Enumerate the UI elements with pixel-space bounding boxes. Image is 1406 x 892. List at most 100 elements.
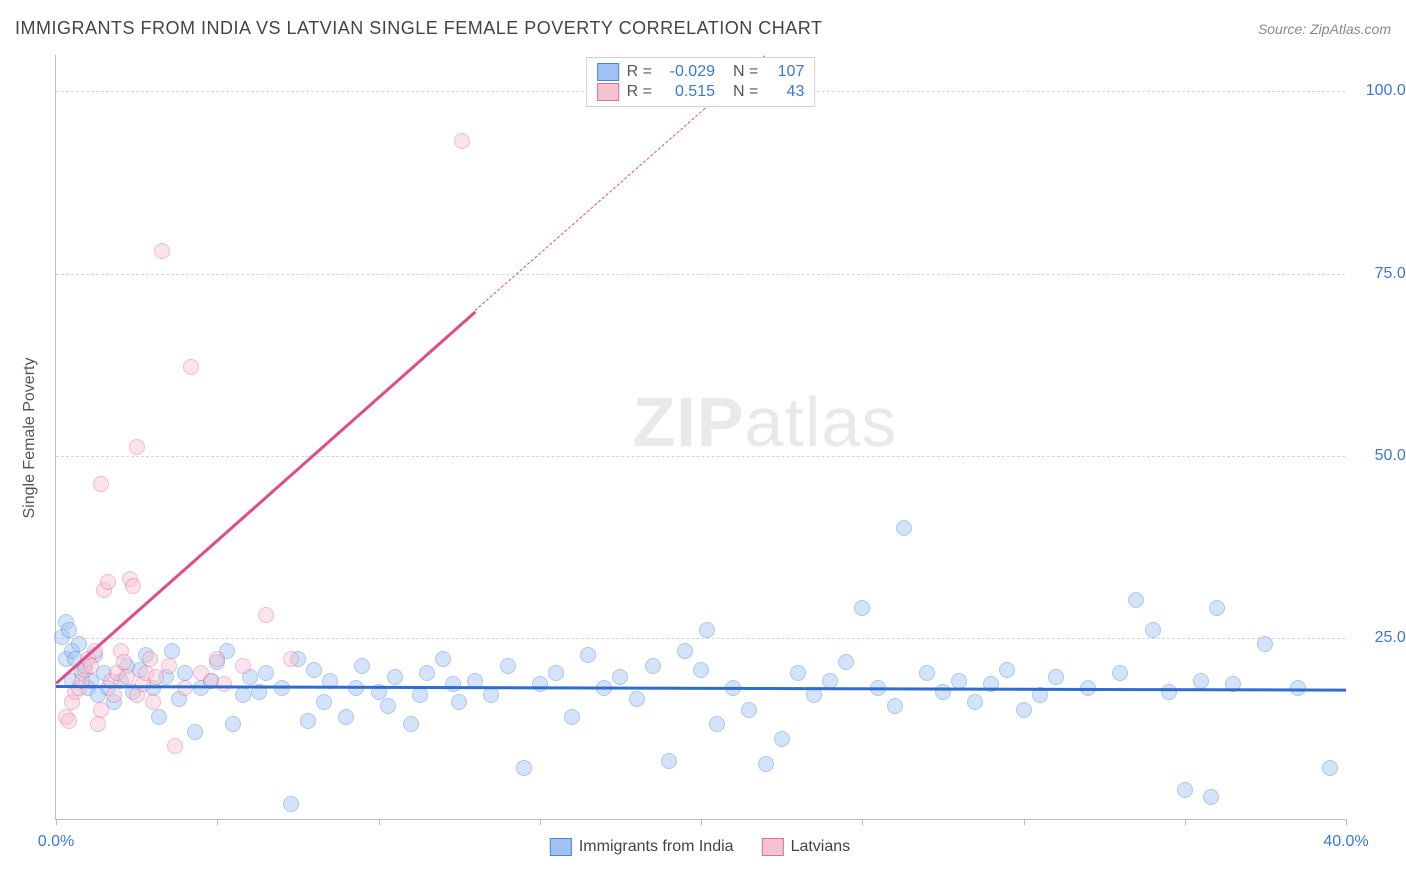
chart-header: IMMIGRANTS FROM INDIA VS LATVIAN SINGLE … [15,18,1391,39]
data-point [435,651,451,667]
ytick-label: 100.0% [1350,82,1406,100]
data-point [225,716,241,732]
xtick [56,819,57,825]
stat-n-value: 107 [766,63,804,81]
data-point [235,658,251,674]
data-point [209,651,225,667]
legend-bottom: Immigrants from India Latvians [550,838,850,856]
data-point [516,760,532,776]
data-point [283,796,299,812]
data-point [1016,702,1032,718]
ytick-label: 25.0% [1350,629,1406,647]
data-point [106,687,122,703]
data-point [306,662,322,678]
chart-source: Source: ZipAtlas.com [1258,21,1391,37]
data-point [116,654,132,670]
data-point [1203,789,1219,805]
stat-r-value: -0.029 [660,63,715,81]
data-point [1322,760,1338,776]
data-point [300,713,316,729]
data-point [1177,782,1193,798]
data-point [71,636,87,652]
ytick-label: 75.0% [1350,265,1406,283]
data-point [258,607,274,623]
data-point [709,716,725,732]
data-point [854,600,870,616]
plot-container: Single Female Poverty ZIPatlas R =-0.029… [55,55,1345,820]
data-point [896,520,912,536]
data-point [419,665,435,681]
data-point [1112,665,1128,681]
ytick-label: 50.0% [1350,447,1406,465]
data-point [164,643,180,659]
legend-swatch [597,83,619,101]
data-point [235,687,251,703]
data-point [838,654,854,670]
data-point [216,676,232,692]
data-point [451,694,467,710]
data-point [258,665,274,681]
data-point [967,694,983,710]
xtick [1024,819,1025,825]
data-point [580,647,596,663]
legend-item: Immigrants from India [550,838,734,856]
data-point [454,133,470,149]
data-point [645,658,661,674]
legend-swatch [597,63,619,81]
data-point [83,658,99,674]
plot-area: ZIPatlas R =-0.029N =107R =0.515N =43 25… [55,55,1345,820]
data-point [1128,592,1144,608]
gridline [56,638,1345,639]
chart-title: IMMIGRANTS FROM INDIA VS LATVIAN SINGLE … [15,18,822,39]
legend-stats-row: R = 0.515 N = 43 [597,82,805,102]
data-point [548,665,564,681]
xtick [862,819,863,825]
data-point [1145,622,1161,638]
xtick [701,819,702,825]
data-point [129,439,145,455]
legend-stats-box: R = -0.029 N = 107 R = 0.515 N = 43 [586,57,816,107]
data-point [500,658,516,674]
data-point [1193,673,1209,689]
data-point [1209,600,1225,616]
data-point [142,651,158,667]
data-point [316,694,332,710]
data-point [61,622,77,638]
data-point [354,658,370,674]
data-point [699,622,715,638]
data-point [532,676,548,692]
data-point [774,731,790,747]
data-point [119,669,135,685]
y-axis-title: Single Female Poverty [21,357,39,518]
data-point [412,687,428,703]
data-point [661,753,677,769]
trendline [55,310,476,683]
data-point [935,684,951,700]
stat-r-label: R = [627,83,652,101]
data-point [1257,636,1273,652]
xtick-label: 0.0% [38,833,74,851]
data-point [338,709,354,725]
legend-stats-row: R = -0.029 N = 107 [597,62,805,82]
stat-r-label: R = [627,63,652,81]
stat-n-label: N = [733,83,758,101]
stat-r-value: 0.515 [660,83,715,101]
data-point [951,673,967,689]
data-point [380,698,396,714]
legend-item: Latvians [762,838,851,856]
data-point [100,574,116,590]
gridline [56,274,1345,275]
gridline [56,456,1345,457]
data-point [61,713,77,729]
data-point [93,702,109,718]
data-point [154,243,170,259]
data-point [629,691,645,707]
data-point [283,651,299,667]
data-point [887,698,903,714]
legend-label: Immigrants from India [579,838,734,856]
stat-n-label: N = [733,63,758,81]
xtick-label: 40.0% [1323,833,1368,851]
xtick [379,819,380,825]
stat-n-value: 43 [766,83,804,101]
data-point [93,476,109,492]
